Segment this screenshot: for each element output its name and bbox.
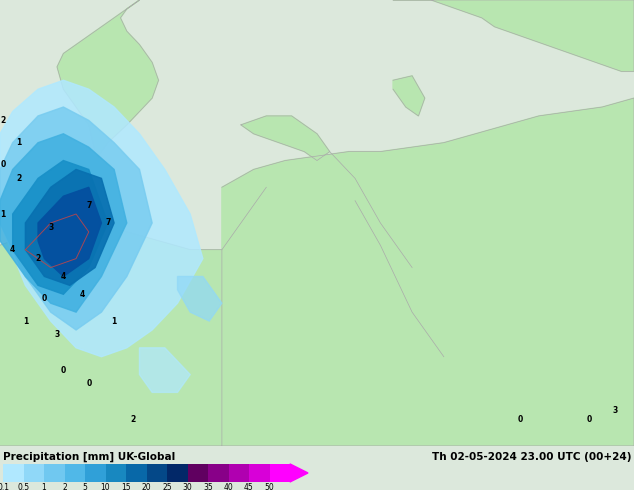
Text: 0.1: 0.1 (0, 484, 9, 490)
Text: 5: 5 (82, 484, 87, 490)
Text: 50: 50 (264, 484, 275, 490)
Polygon shape (0, 134, 127, 312)
Text: 2: 2 (131, 415, 136, 424)
Text: 1: 1 (1, 210, 6, 219)
Polygon shape (241, 116, 330, 161)
Text: 2: 2 (36, 254, 41, 263)
Bar (167, 464, 188, 482)
Bar (146, 464, 167, 482)
Text: 0: 0 (517, 415, 522, 424)
Bar (208, 464, 228, 482)
Text: 30: 30 (183, 484, 192, 490)
Polygon shape (393, 0, 634, 72)
Text: 7: 7 (105, 219, 110, 227)
Text: 20: 20 (141, 484, 152, 490)
Bar (85, 464, 105, 482)
Bar (3, 464, 23, 482)
Polygon shape (393, 76, 425, 116)
Bar (105, 464, 126, 482)
Polygon shape (139, 348, 190, 392)
Text: 1: 1 (23, 317, 28, 325)
Polygon shape (222, 98, 634, 446)
Text: 25: 25 (162, 484, 172, 490)
Text: 2: 2 (1, 116, 6, 125)
Bar (65, 464, 85, 482)
Text: 7: 7 (86, 200, 91, 210)
Bar (269, 464, 290, 482)
Polygon shape (38, 187, 101, 276)
Text: Th 02-05-2024 23.00 UTC (00+24): Th 02-05-2024 23.00 UTC (00+24) (432, 452, 631, 462)
Text: 0: 0 (61, 366, 66, 374)
Text: 1: 1 (112, 317, 117, 325)
Text: 1: 1 (16, 138, 22, 147)
Text: 3: 3 (48, 223, 53, 232)
Text: 2: 2 (16, 174, 22, 183)
Text: 10: 10 (101, 484, 110, 490)
Polygon shape (0, 107, 152, 330)
Text: 0: 0 (86, 379, 91, 388)
Polygon shape (13, 151, 63, 196)
Text: 0: 0 (587, 415, 592, 424)
Bar (188, 464, 208, 482)
Bar (249, 464, 269, 482)
Text: 45: 45 (244, 484, 254, 490)
Text: 4: 4 (80, 290, 85, 299)
Text: 3: 3 (612, 406, 618, 415)
Polygon shape (25, 170, 114, 285)
Polygon shape (57, 0, 158, 187)
Text: 35: 35 (203, 484, 213, 490)
Text: 1: 1 (42, 484, 46, 490)
Polygon shape (0, 223, 222, 446)
Bar (44, 464, 65, 482)
Text: 40: 40 (224, 484, 233, 490)
Text: 0.5: 0.5 (18, 484, 30, 490)
Text: 0: 0 (42, 294, 47, 303)
Text: Precipitation [mm] UK-Global: Precipitation [mm] UK-Global (3, 452, 175, 462)
Text: 0: 0 (1, 161, 6, 170)
Text: 15: 15 (121, 484, 131, 490)
Polygon shape (290, 464, 308, 482)
Bar (23, 464, 44, 482)
Polygon shape (13, 161, 108, 294)
Text: 4: 4 (10, 245, 15, 254)
Text: 2: 2 (62, 484, 67, 490)
Text: 4: 4 (61, 272, 66, 281)
Bar (228, 464, 249, 482)
Text: 3: 3 (55, 330, 60, 339)
Bar (126, 464, 146, 482)
Polygon shape (178, 276, 222, 321)
Polygon shape (0, 80, 203, 357)
